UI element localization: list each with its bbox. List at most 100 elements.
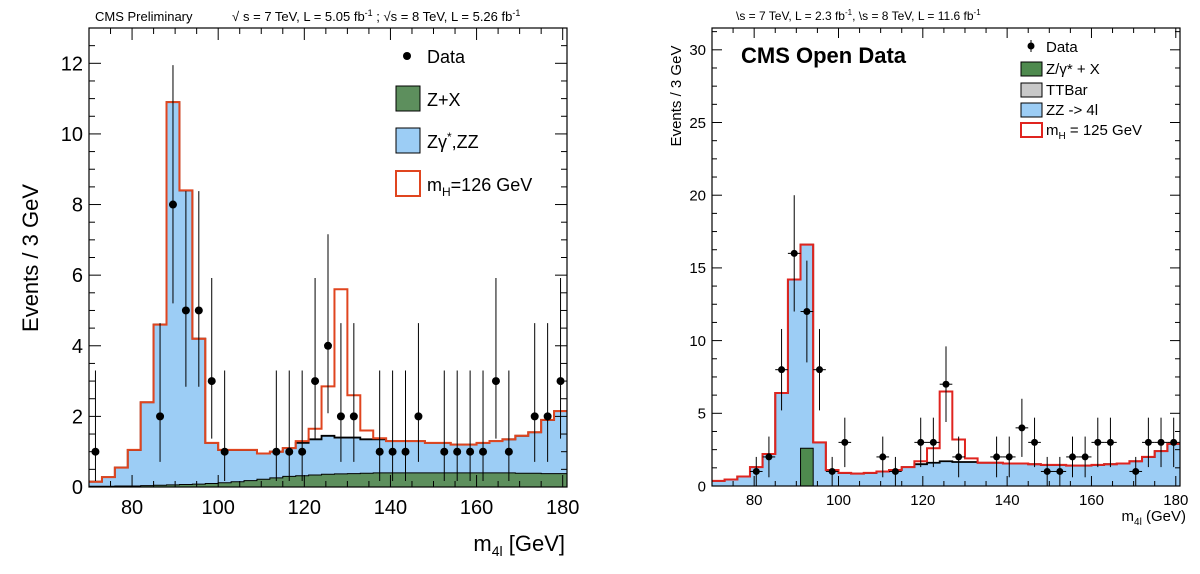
right-x-axis-label: m4l (GeV) [1122,508,1186,528]
left-xlabel-main: m [473,531,491,556]
left-header-sep: ; [373,9,384,24]
left-data-point [543,412,552,421]
right-header-s2: s [862,9,868,23]
left-header-sqrt2: √ [384,9,392,24]
right-legend-higgs-swatch [1020,122,1043,138]
right-y-tick-label: 30 [689,42,706,59]
left-x-tick-label: 140 [374,497,407,519]
left-data-point [388,447,397,456]
left-xlabel-rest: [GeV] [503,531,565,556]
right-data-point [929,438,937,446]
left-header-cms: CMS Preliminary [95,9,193,24]
left-y-tick-label: 2 [72,406,83,428]
right-legend-ttbar-label: TTBar [1046,82,1088,99]
right-data-point [1081,453,1089,461]
left-data-point [298,447,307,456]
right-data-point [1056,467,1064,475]
right-header-lumi: \s = 7 TeV, L = 2.3 fb-1, \s = 8 TeV, L … [736,8,981,23]
right-header-s1: s [739,9,745,23]
left-data-point [453,447,462,456]
left-data-point [207,377,216,386]
left-data-point [181,306,190,315]
left-data-point [156,412,165,421]
left-x-tick-label: 100 [202,497,235,519]
right-y-tick-label: 20 [689,187,706,204]
left-data-point [272,447,281,456]
right-data-point [765,453,773,461]
left-chart: 80 100 120 140 160 180 0 2 4 6 8 10 12 CMS Prelimina… [18,8,579,559]
right-y-axis-label: Events / 3 GeV [668,46,685,147]
right-legend-zz-label: ZZ -> 4l [1046,102,1098,119]
left-data-point [479,447,488,456]
right-title: CMS Open Data [741,43,907,68]
right-header-exp1: -1 [845,8,853,17]
left-header-exp2: -1 [512,8,520,18]
right-data-point [942,380,950,388]
left-legend-zz-swatch [395,127,421,154]
left-legend-higgs-rest: =126 GeV [451,175,533,195]
left-legend-data-label: Data [427,47,466,67]
left-legend: Data Z+X Zγ*,ZZ mH=126 GeV [395,47,532,199]
left-legend-higgs-label: mH=126 GeV [427,175,532,199]
left-zz-fill [89,102,567,488]
left-header-s2: s [391,9,398,24]
right-data-point [1018,424,1026,432]
left-header-text: s = 7 TeV, L = 5.05 fb-1 ; √s = 8 TeV, L… [243,8,520,24]
left-data-point [336,412,345,421]
right-y-tick-label: 25 [689,115,706,132]
right-xlabel-sub: 4l [1134,517,1142,528]
right-data-point [993,453,1001,461]
right-data-point [841,438,849,446]
right-header-sqrt1: \ [736,9,740,23]
left-legend-zz-label: Zγ*,ZZ [427,130,479,152]
right-x-tick-label: 180 [1163,492,1188,509]
right-data-points [749,195,1180,486]
right-data-point [1005,453,1013,461]
left-header-lumi: √ s = 7 TeV, L = 5.05 fb-1 ; √s = 8 TeV,… [232,8,520,24]
left-data-point [375,447,384,456]
right-plot-frame [711,27,1181,487]
left-x-tick-label: 120 [288,497,321,519]
left-header-part1: = 7 TeV, L = 5.05 fb [250,9,365,24]
left-xlabel-sub: 4l [492,543,503,559]
right-data-point [1132,467,1140,475]
left-zx-outline [89,472,567,487]
right-header-part1: = 7 TeV, L = 2.3 fb [745,9,845,23]
left-data-point [349,412,358,421]
left-data-point [194,306,203,315]
right-legend: Data Z/γ* + X TTBar ZZ -> 4l mH = 125 Ge… [1020,39,1142,142]
left-x-axis-label: m4l [GeV] [473,531,565,559]
left-header-s1: s [243,9,250,24]
right-x-tick-label: 140 [995,492,1020,509]
left-data-point [491,377,500,386]
right-data-point [1170,438,1178,446]
left-y-tick-label: 6 [72,265,83,287]
left-data-point [530,412,539,421]
right-data-point [1157,438,1165,446]
right-y-tick-label: 0 [698,478,706,495]
right-data-point [879,453,887,461]
left-data-point [414,412,423,421]
left-y-tick-label: 10 [61,124,83,146]
right-legend-zx-swatch [1020,61,1043,77]
right-x-tick-label: 120 [910,492,935,509]
left-data-points [91,65,565,481]
right-xlabel-rest: (GeV) [1142,508,1186,525]
left-x-tick-label: 160 [460,497,493,519]
left-legend-higgs-main: m [427,175,442,195]
right-y-tick-label: 15 [689,260,706,277]
left-axes-ticks: 80 100 120 140 160 180 0 2 4 6 8 10 12 [61,27,579,519]
right-data-point [955,453,963,461]
left-data-point [556,377,565,386]
left-y-tick-label: 8 [72,195,83,217]
right-data-point [803,308,811,316]
left-y-tick-label: 12 [61,53,83,75]
right-header-sep: , [852,9,859,23]
right-xlabel-main: m [1122,508,1135,525]
right-header-sqrt2: \ [859,9,863,23]
right-data-point [1106,438,1114,446]
left-header-sqrt: √ [232,9,240,24]
right-data-point [790,249,798,257]
right-legend-ttbar-swatch [1020,82,1043,98]
